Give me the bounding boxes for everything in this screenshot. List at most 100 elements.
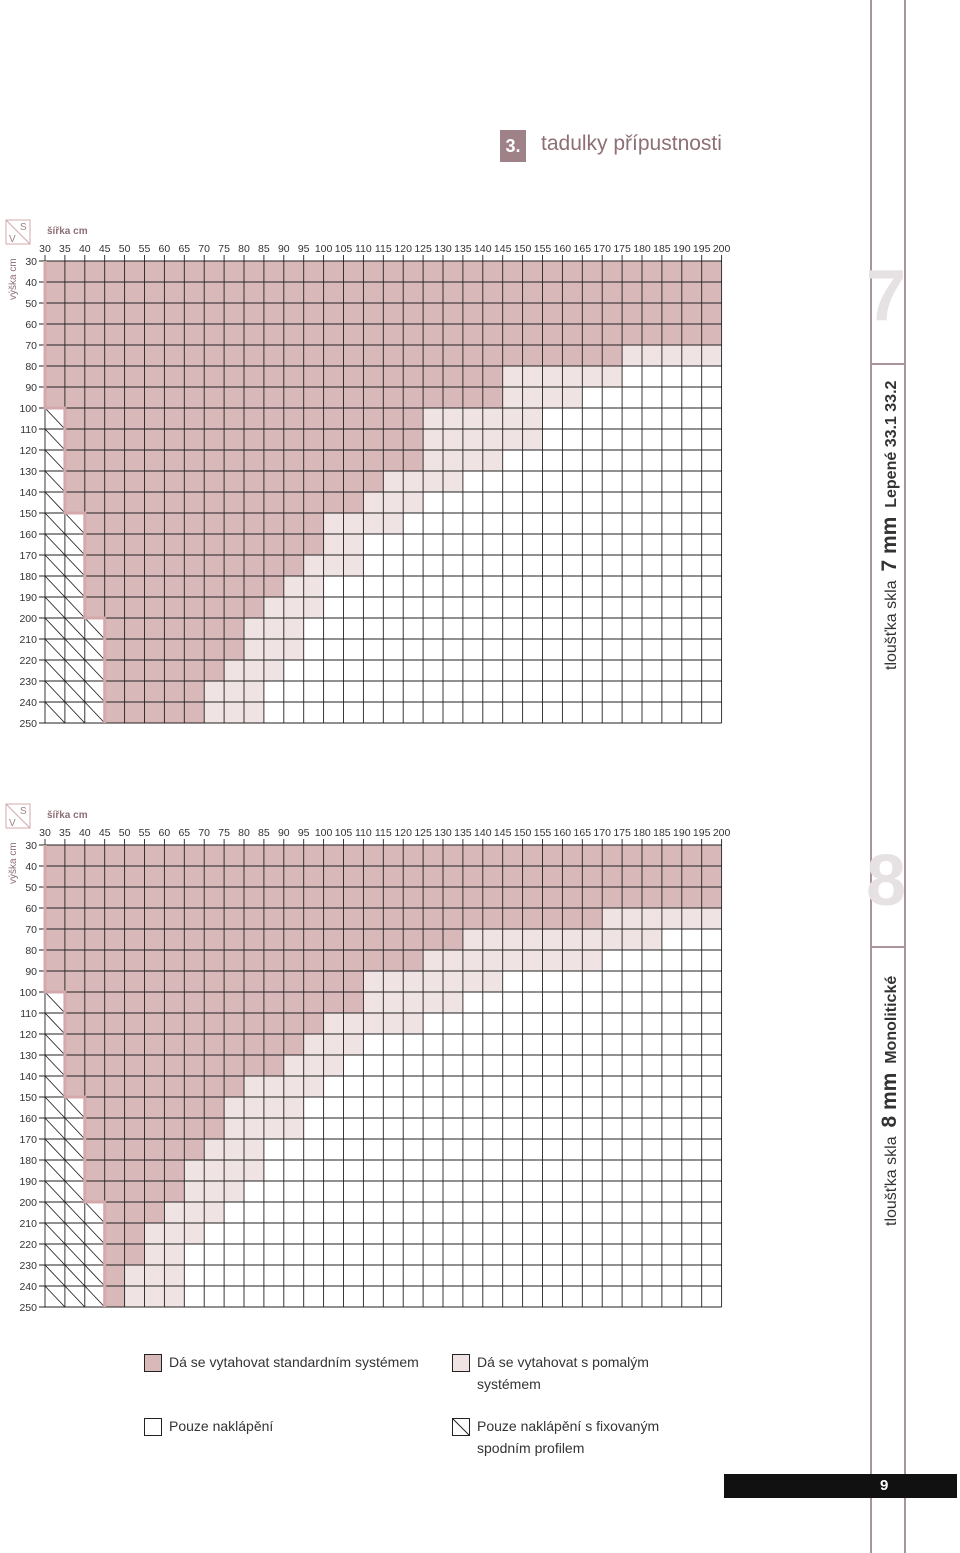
grid-cell <box>622 492 642 513</box>
grid-cell <box>403 345 424 366</box>
grid-cell <box>224 1055 244 1076</box>
grid-cell <box>303 492 324 513</box>
height-tick-label: 110 <box>20 424 37 436</box>
grid-cell <box>303 1118 324 1139</box>
grid-cell <box>562 681 583 702</box>
grid-cell <box>522 1244 543 1265</box>
grid-cell <box>184 866 205 887</box>
grid-cell <box>622 992 642 1013</box>
hatch-diagonal <box>64 575 86 598</box>
grid-cell <box>562 866 583 887</box>
grid-cell <box>323 887 344 908</box>
grid-cell <box>642 1223 662 1244</box>
grid-cell <box>502 324 523 345</box>
grid-cell <box>363 345 384 366</box>
grid-cell <box>622 534 642 555</box>
grid-cell <box>104 513 125 534</box>
grid-cell <box>562 324 583 345</box>
grid-cell <box>104 992 125 1013</box>
grid-cell <box>323 1160 344 1181</box>
grid-cell <box>462 929 483 950</box>
grid-cell <box>582 1265 603 1286</box>
grid-cell <box>144 1244 165 1265</box>
grid-cell <box>343 639 364 660</box>
grid-cell <box>204 324 225 345</box>
grid-cell <box>104 660 125 681</box>
grid-cell <box>303 1181 324 1202</box>
grid-cell <box>144 1034 165 1055</box>
grid-cell <box>462 324 483 345</box>
grid-cell <box>124 1013 145 1034</box>
grid-cell <box>283 1181 304 1202</box>
grid-cell <box>403 702 424 723</box>
grid-cell <box>542 429 563 450</box>
grid-cell <box>403 971 424 992</box>
grid-cell <box>502 660 523 681</box>
grid-cell <box>283 1139 304 1160</box>
grid-cell <box>701 345 722 366</box>
hatch-diagonal <box>64 1264 86 1287</box>
grid-cell <box>622 1118 642 1139</box>
width-tick-label: 75 <box>218 827 230 839</box>
width-tick-label: 45 <box>99 827 111 839</box>
grid-cell <box>124 1034 145 1055</box>
grid-cell <box>244 1097 264 1118</box>
grid-cell <box>462 1139 483 1160</box>
grid-cell <box>224 303 244 324</box>
grid-cell <box>124 429 145 450</box>
grid-cell <box>64 845 85 866</box>
grid-cell <box>343 618 364 639</box>
grid-cell <box>642 702 662 723</box>
grid-cell <box>622 1265 642 1286</box>
grid-cell <box>522 345 543 366</box>
grid-cell <box>602 408 623 429</box>
height-tick-label: 180 <box>19 571 37 583</box>
grid-cell <box>602 660 623 681</box>
grid-cell <box>84 971 105 992</box>
grid-cell <box>602 576 623 597</box>
grid-cell <box>542 1034 563 1055</box>
grid-cell <box>303 576 324 597</box>
grid-cell <box>642 992 662 1013</box>
grid-cell <box>403 534 424 555</box>
grid-cell <box>244 1034 264 1055</box>
grid-cell <box>224 387 244 408</box>
grid-cell <box>104 681 125 702</box>
grid-cell <box>443 681 463 702</box>
grid-cell <box>681 1055 702 1076</box>
grid-cell <box>582 1160 603 1181</box>
grid-cell <box>642 429 662 450</box>
grid-cell <box>263 366 284 387</box>
grid-cell <box>224 1097 244 1118</box>
grid-cell <box>144 1160 165 1181</box>
height-tick-label: 80 <box>25 945 37 957</box>
hatch-diagonal <box>44 1180 66 1203</box>
grid-cell <box>84 1160 105 1181</box>
grid-cell <box>144 1013 165 1034</box>
grid-cell <box>403 513 424 534</box>
grid-cell <box>423 282 443 303</box>
grid-cell <box>244 845 264 866</box>
grid-cell <box>423 660 443 681</box>
grid-cell <box>84 845 105 866</box>
hatch-diagonal <box>44 575 66 598</box>
grid-cell <box>443 1097 463 1118</box>
grid-cell <box>283 845 304 866</box>
grid-cell <box>263 345 284 366</box>
grid-cell <box>542 1055 563 1076</box>
grid-cell <box>622 929 642 950</box>
grid-cell <box>104 971 125 992</box>
grid-cell <box>323 282 344 303</box>
grid-cell <box>661 429 682 450</box>
grid-cell <box>602 1055 623 1076</box>
grid-cell <box>502 992 523 1013</box>
grid-cell <box>283 639 304 660</box>
grid-cell <box>423 1160 443 1181</box>
grid-cell <box>64 387 85 408</box>
grid-cell <box>562 261 583 282</box>
grid-cell <box>622 345 642 366</box>
grid-cell <box>263 639 284 660</box>
grid-cell <box>263 513 284 534</box>
grid-cell <box>343 597 364 618</box>
legend-text-tilt-fixed: Pouze naklápění s fixovaným spodním prof… <box>477 1418 660 1456</box>
